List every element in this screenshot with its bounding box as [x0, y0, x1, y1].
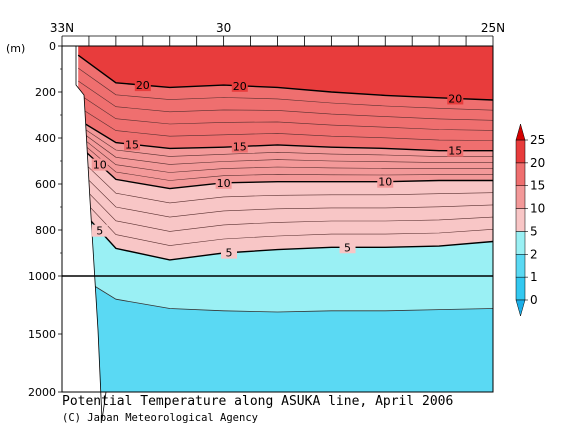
- isotherm-label-text: 10: [93, 159, 107, 172]
- isotherm-line: [77, 194, 494, 246]
- isotherm-line: [78, 93, 494, 131]
- colorbar-segment: [515, 185, 526, 209]
- colorbar-top-arrow: [515, 123, 526, 141]
- isotherm-label: 5: [91, 224, 108, 238]
- chart-title: Potential Temperature along ASUKA line, …: [62, 394, 454, 409]
- isotherm-line-20: [77, 54, 494, 101]
- isotherm-label-text: 5: [344, 241, 351, 254]
- isotherm-line-2: [77, 275, 494, 313]
- isotherm-label-text: 5: [226, 247, 233, 260]
- isotherm-label-text: 15: [125, 138, 139, 151]
- isotherm-line: [77, 181, 494, 232]
- isotherm-label-text: 15: [448, 145, 462, 158]
- colorbar-label: 0: [530, 293, 538, 307]
- y-tick-label: 1500: [28, 328, 56, 341]
- isotherm-label: 20: [231, 79, 248, 93]
- section-plot-area: 20 20 20 15 15 15 10 10 10 5 5 5: [61, 45, 494, 421]
- isotherm-label-bg: [447, 92, 464, 105]
- isotherm-label-bg: [447, 144, 464, 157]
- isotherm-line-10: [77, 144, 493, 190]
- isotherm-label: 15: [124, 138, 141, 151]
- copyright-credit: (C) Japan Meteorological Agency: [62, 412, 258, 424]
- isotherm-label: 10: [377, 175, 394, 189]
- isotherm-line: [78, 129, 493, 165]
- isotherm-line: [78, 134, 493, 173]
- isotherm-label-text: 10: [217, 177, 231, 190]
- isotherm-line: [77, 169, 494, 218]
- isotherm-label: 10: [91, 158, 108, 172]
- colorbar-segment: [515, 276, 526, 301]
- isotherm-label: 15: [231, 140, 248, 154]
- temperature-band: [78, 144, 493, 260]
- isotherm-label-bg: [134, 79, 151, 92]
- colorbar-segment: [515, 162, 526, 186]
- colorbar-segment: [515, 208, 526, 232]
- isotherm-label-text: 20: [448, 92, 462, 105]
- x-tick-label: 30: [216, 21, 231, 35]
- isotherm-label-text: 5: [96, 225, 103, 238]
- isotherm-label: 5: [221, 246, 238, 260]
- isotherm-label-bg: [231, 79, 248, 92]
- colorbar-label: 25: [530, 133, 545, 147]
- y-tick-label: 0: [49, 40, 56, 53]
- y-tick-label: 1000: [28, 270, 56, 283]
- isotherm-label-bg: [339, 241, 356, 254]
- isotherm-label-bg: [377, 175, 394, 188]
- y-tick-label: 2000: [28, 386, 56, 399]
- isotherm-label-bg: [231, 140, 248, 153]
- colorbar-segment: [515, 139, 526, 164]
- isotherm-label: 5: [339, 241, 356, 254]
- isotherm-line: [78, 139, 493, 181]
- temperature-band: [78, 55, 493, 151]
- x-tick-label: 33N: [50, 21, 74, 35]
- y-tick-label: 200: [35, 86, 56, 99]
- y-tick-label: 600: [35, 178, 56, 191]
- colorbar-label: 20: [530, 156, 545, 170]
- isotherm-line: [78, 124, 493, 157]
- isotherm-line: [77, 157, 494, 204]
- isotherm-label: 15: [447, 144, 464, 158]
- isotherm-line: [78, 67, 494, 111]
- isotherm-label: 10: [215, 176, 232, 190]
- temperature-band: [78, 276, 493, 392]
- isotherm-label: 20: [134, 79, 151, 92]
- colorbar-label: 15: [530, 179, 545, 193]
- y-tick-label: 800: [35, 224, 56, 237]
- isotherm-label-bg: [215, 176, 232, 189]
- colorbar-label: 2: [530, 247, 538, 261]
- y-unit-label: (m): [6, 42, 25, 55]
- isotherm-label-bg: [221, 246, 238, 259]
- isotherm-label-bg: [91, 158, 108, 171]
- isotherm-line-5: [77, 206, 494, 261]
- isotherm-label-bg: [91, 224, 108, 237]
- isotherm-label-bg: [124, 138, 141, 151]
- isotherm-label-text: 20: [233, 80, 247, 93]
- isotherm-label-text: 15: [233, 141, 247, 154]
- axes: 33N 30 25N 0 200 400 600 800 1000 1500 2000 (m): [6, 21, 505, 399]
- isotherm-line: [78, 80, 494, 121]
- colorbar-label: 10: [530, 202, 545, 216]
- colorbar-label: 5: [530, 224, 538, 238]
- y-tick-label: 400: [35, 132, 56, 145]
- x-tick-label: 25N: [481, 21, 505, 35]
- colorbar-segment: [515, 254, 526, 278]
- isotherm-label-text: 10: [378, 176, 392, 189]
- colorbar-label: 1: [530, 270, 538, 284]
- isotherm-label-text: 20: [136, 79, 150, 92]
- isotherm-label: 20: [447, 92, 464, 105]
- colorbar-bottom-arrow: [515, 299, 526, 317]
- colorbar-segment: [515, 231, 526, 255]
- isotherm-line: [78, 106, 494, 141]
- temperature-band: [78, 207, 493, 312]
